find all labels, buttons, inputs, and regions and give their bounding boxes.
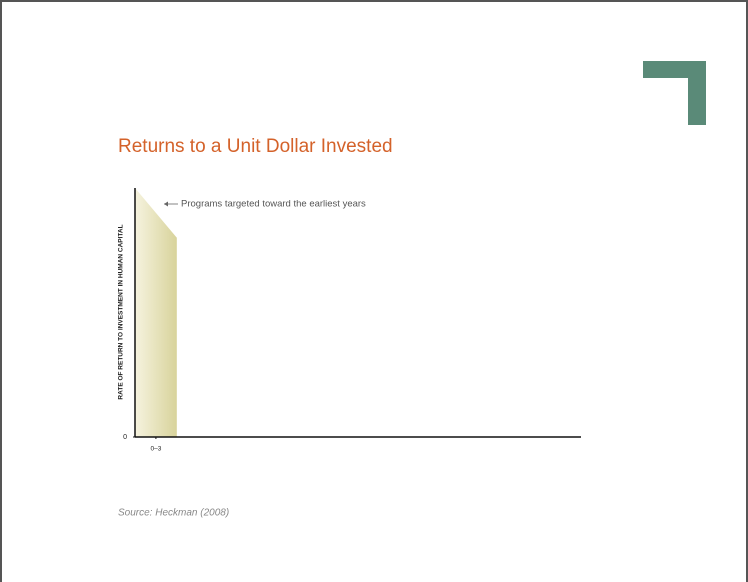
area xyxy=(135,188,177,437)
annotation-arrowhead xyxy=(164,201,168,207)
source: Source: Heckman (2008) xyxy=(118,508,229,519)
y-tick-label: 0 xyxy=(123,434,127,441)
corner-decoration xyxy=(643,61,706,125)
annotation: Programs targeted toward the earliest ye… xyxy=(181,199,366,210)
y-axis-label: RATE OF RETURN TO INVESTMENT IN HUMAN CA… xyxy=(118,224,125,399)
chart-title: Returns to a Unit Dollar Invested xyxy=(118,136,393,157)
x-tick-label: 0–3 xyxy=(150,446,161,453)
